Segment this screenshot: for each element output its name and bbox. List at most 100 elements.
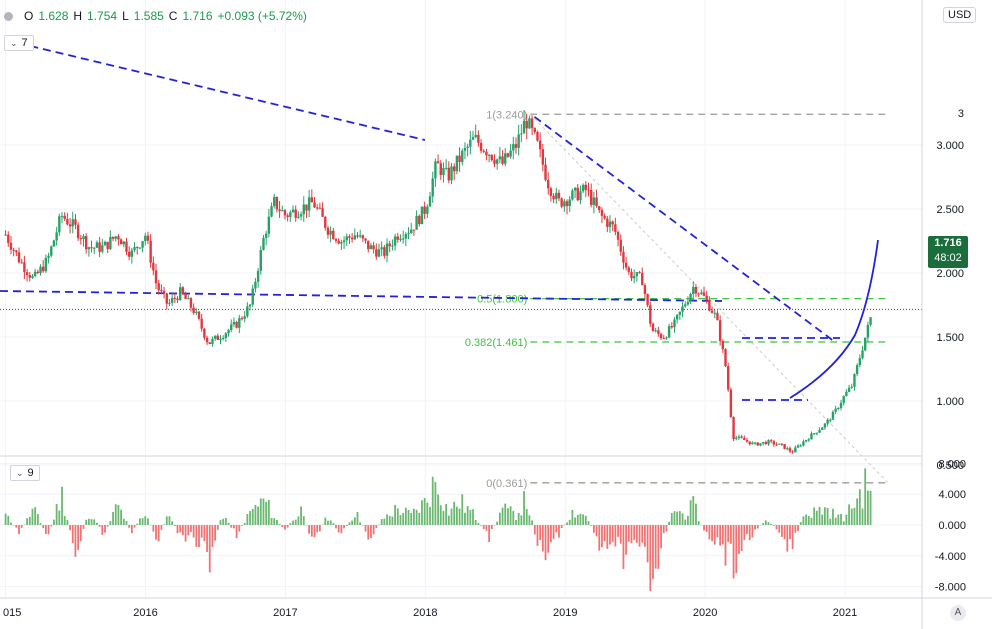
oscillator-bar (719, 525, 722, 546)
oscillator-bar (391, 516, 394, 525)
oscillator-bar (579, 513, 582, 525)
oscillator-bar (743, 525, 746, 541)
oscillator-bar (120, 509, 123, 525)
oscillator-bar (327, 520, 329, 525)
candle-body (12, 249, 15, 251)
oscillator-pane-collapse-button[interactable]: ⌄ 9 (10, 465, 40, 481)
candle-body (181, 287, 185, 294)
oscillator-bar (345, 525, 348, 527)
candle-body (485, 151, 488, 156)
oscillator-bar (595, 525, 598, 537)
oscillator-bar (751, 525, 754, 538)
candle-body (187, 298, 190, 300)
candle-body (436, 161, 440, 164)
oscillator-bar (421, 500, 423, 525)
candle-body (461, 150, 464, 162)
oscillator-bar (536, 525, 539, 546)
oscillator-bar (716, 525, 719, 538)
candle-body (211, 338, 214, 344)
oscillator-bar (286, 525, 289, 528)
candle-body (791, 451, 794, 453)
candle-body (213, 335, 217, 339)
oscillator-bar (262, 498, 265, 525)
candle-body (826, 419, 829, 424)
candle-body (845, 391, 848, 397)
oscillator-bar (50, 525, 53, 527)
trendline-descending-2015 (4, 39, 426, 141)
oscillator-bar (348, 522, 351, 525)
oscillator-bar (4, 513, 7, 525)
candle-body (869, 317, 872, 325)
candle-body (614, 224, 617, 232)
candle-body (197, 311, 201, 319)
candle-body (393, 236, 397, 246)
candle-body (28, 274, 31, 278)
candle-body (7, 234, 10, 243)
candle-body (737, 436, 741, 438)
oscillator-bar (85, 519, 88, 525)
candle-body (541, 149, 545, 165)
oscillator-bar (789, 525, 791, 540)
oscillator-bar (474, 519, 477, 525)
oscillator-bar (71, 525, 74, 544)
oscillator-bar (380, 519, 383, 525)
candle-body (533, 128, 536, 133)
oscillator-bar (762, 523, 765, 525)
curved-uptrend (789, 239, 879, 399)
oscillator-bar (101, 525, 104, 535)
oscillator-bar (507, 508, 509, 525)
oscillator-bar (18, 525, 20, 535)
candle-body (251, 288, 254, 305)
oscillator-bar (786, 525, 789, 552)
candle-body (603, 215, 606, 219)
oscillator-bar (396, 508, 399, 525)
candle-body (33, 271, 37, 276)
oscillator-bar (431, 476, 434, 525)
main-pane-badge: 7 (21, 37, 28, 49)
oscillator-bar (230, 525, 233, 528)
candle-body (786, 448, 789, 450)
candle-body (651, 323, 655, 332)
auto-scale-button[interactable]: A (950, 605, 966, 621)
oscillator-bar (858, 489, 861, 525)
oscillator-bar (504, 503, 507, 525)
oscillator-bar (238, 525, 241, 532)
currency-button[interactable]: USD (943, 7, 977, 23)
oscillator-bar (490, 525, 493, 530)
oscillator-bar (128, 525, 131, 528)
oscillator-bar (340, 525, 343, 534)
oscillator-bar (289, 523, 292, 525)
oscillator-bar (662, 525, 665, 534)
oscillator-bar (114, 504, 117, 525)
main-pane-collapse-button[interactable]: ⌄ 7 (4, 35, 34, 51)
oscillator-bar (222, 518, 225, 525)
oscillator-bar (482, 525, 485, 530)
oscillator-bar (708, 525, 711, 540)
candle-body (598, 206, 601, 211)
candle-body (157, 283, 160, 291)
visibility-dot-icon[interactable] (4, 11, 13, 21)
candle-body (227, 330, 230, 334)
oscillator-bar (173, 525, 176, 527)
oscillator-bar (125, 520, 128, 525)
candle-body (404, 234, 408, 239)
oscillator-bar (732, 525, 735, 579)
candle-body (632, 276, 636, 279)
x-tick-label: 2016 (133, 607, 157, 619)
candle-body (831, 411, 835, 420)
candle-body (839, 402, 843, 408)
oscillator-bar (826, 507, 829, 525)
candle-body (136, 246, 139, 248)
candle-body (495, 159, 499, 164)
oscillator-bar (410, 513, 413, 525)
oscillator-bar (388, 515, 391, 525)
oscillator-bar (676, 511, 679, 525)
oscillator-bar (520, 515, 523, 525)
oscillator-bar (364, 525, 367, 532)
fibonacci-levels: 1(3.240) 0.5(1.800) 0.382(1.461) 0(0.361) (465, 109, 889, 490)
candle-body (342, 240, 346, 243)
oscillator-bar (104, 525, 106, 533)
candle-body (74, 219, 77, 225)
candle-body (692, 286, 695, 294)
